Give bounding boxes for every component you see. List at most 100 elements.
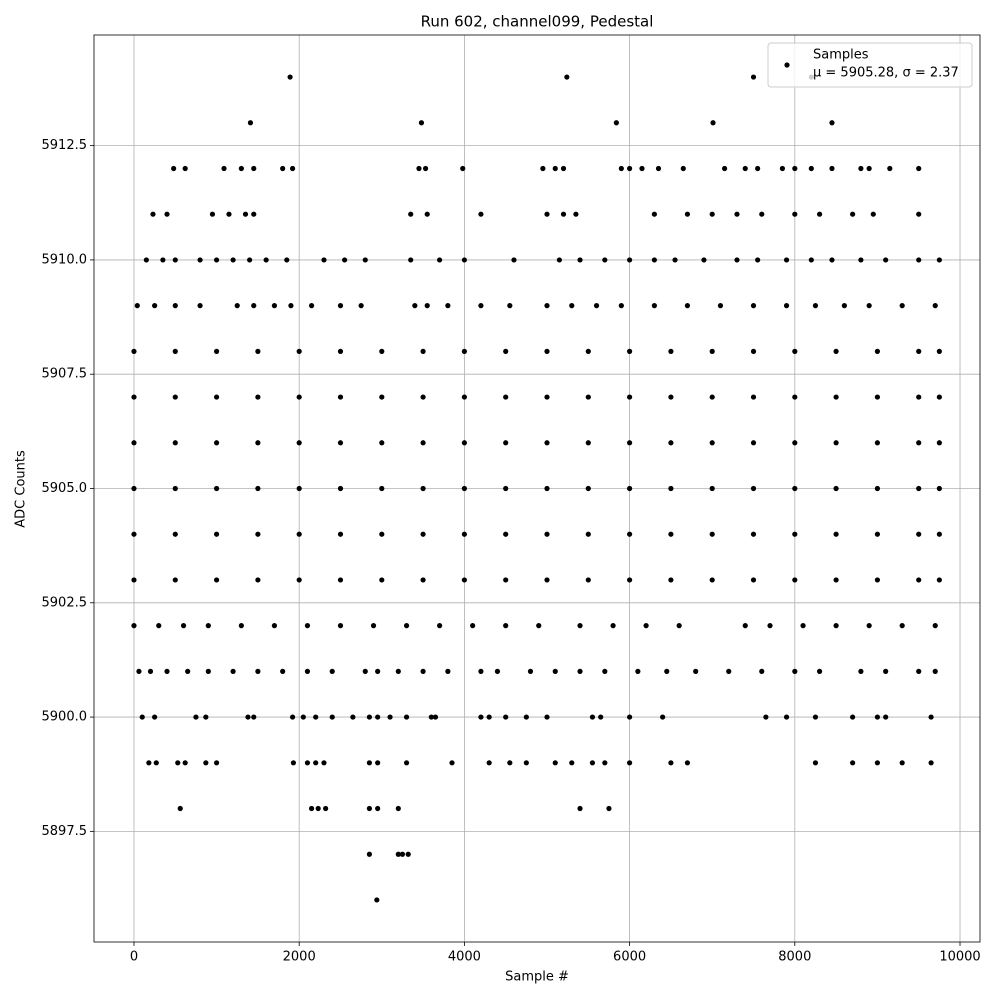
data-point xyxy=(420,668,426,674)
data-point xyxy=(395,668,401,674)
y-tick-label: 5912.5 xyxy=(42,138,88,153)
data-point xyxy=(213,394,220,400)
data-point xyxy=(461,531,467,537)
data-point xyxy=(874,440,881,446)
data-point xyxy=(792,394,798,400)
data-point xyxy=(936,257,942,263)
data-point xyxy=(936,348,942,354)
data-point xyxy=(209,211,216,217)
data-point xyxy=(131,440,137,446)
data-point xyxy=(337,394,344,400)
data-point xyxy=(668,485,674,492)
data-point xyxy=(175,760,181,766)
data-point xyxy=(242,211,249,217)
data-point xyxy=(916,485,922,492)
data-point xyxy=(205,623,211,629)
data-point xyxy=(420,440,426,446)
data-point xyxy=(412,303,418,309)
data-point xyxy=(470,623,476,629)
x-tick-label: 4000 xyxy=(448,950,481,965)
data-point xyxy=(829,165,835,172)
data-point xyxy=(251,211,257,217)
data-point xyxy=(152,714,158,720)
data-point xyxy=(602,668,608,674)
data-point xyxy=(577,257,583,263)
data-point xyxy=(238,165,244,172)
data-point xyxy=(289,165,296,172)
data-point xyxy=(245,714,251,720)
data-point xyxy=(153,760,159,766)
data-point xyxy=(182,760,188,766)
data-point xyxy=(556,257,562,263)
data-point xyxy=(366,851,372,857)
data-point xyxy=(362,257,368,263)
data-point xyxy=(655,165,662,172)
data-point xyxy=(287,74,293,80)
data-point xyxy=(858,257,864,263)
data-point xyxy=(709,577,715,583)
data-point xyxy=(750,531,757,537)
data-point xyxy=(288,303,294,309)
data-point xyxy=(213,348,220,354)
data-point xyxy=(536,623,542,629)
data-point xyxy=(585,394,591,400)
data-point xyxy=(544,714,550,720)
data-point xyxy=(585,440,591,446)
data-point xyxy=(783,714,790,720)
data-point xyxy=(585,348,591,354)
data-point xyxy=(870,211,876,217)
data-point xyxy=(461,440,467,446)
data-point xyxy=(478,668,484,674)
data-point xyxy=(152,303,158,309)
data-point xyxy=(792,485,798,492)
data-point xyxy=(916,440,922,446)
y-tick-label: 5907.5 xyxy=(42,367,88,382)
data-point xyxy=(626,394,633,400)
data-point xyxy=(668,348,674,354)
data-point xyxy=(759,668,765,674)
data-point xyxy=(833,531,839,537)
data-point xyxy=(251,303,257,309)
data-point xyxy=(866,165,872,172)
data-point xyxy=(197,257,203,263)
data-point xyxy=(366,714,372,720)
data-point xyxy=(709,211,715,217)
data-point xyxy=(721,165,728,172)
data-point xyxy=(478,303,484,309)
data-point xyxy=(437,623,443,629)
data-point xyxy=(858,165,864,172)
data-point xyxy=(577,668,583,674)
data-point xyxy=(899,623,905,629)
data-point xyxy=(560,211,567,217)
data-point xyxy=(230,257,236,263)
data-point xyxy=(932,668,938,674)
data-point xyxy=(370,623,377,629)
data-point xyxy=(143,257,149,263)
y-tick-label: 5905.0 xyxy=(42,481,88,496)
data-point xyxy=(337,440,344,446)
data-point xyxy=(626,714,633,720)
data-point xyxy=(131,577,137,583)
data-point xyxy=(478,211,484,217)
data-point xyxy=(403,714,410,720)
data-point xyxy=(544,577,550,583)
data-point xyxy=(408,257,414,263)
data-point xyxy=(375,760,381,766)
data-point xyxy=(816,211,823,217)
data-point xyxy=(916,531,922,537)
data-point xyxy=(375,805,381,812)
data-point xyxy=(589,760,596,766)
legend-note: μ = 5905.28, σ = 2.37 xyxy=(813,66,959,81)
data-point xyxy=(461,348,467,354)
data-point xyxy=(251,714,257,720)
data-point xyxy=(461,257,467,263)
data-point xyxy=(428,714,434,720)
data-point xyxy=(420,485,426,492)
data-point xyxy=(916,577,922,583)
data-point xyxy=(296,531,302,537)
data-point xyxy=(503,531,509,537)
data-point xyxy=(709,531,715,537)
data-point xyxy=(337,531,344,537)
data-point xyxy=(684,211,691,217)
